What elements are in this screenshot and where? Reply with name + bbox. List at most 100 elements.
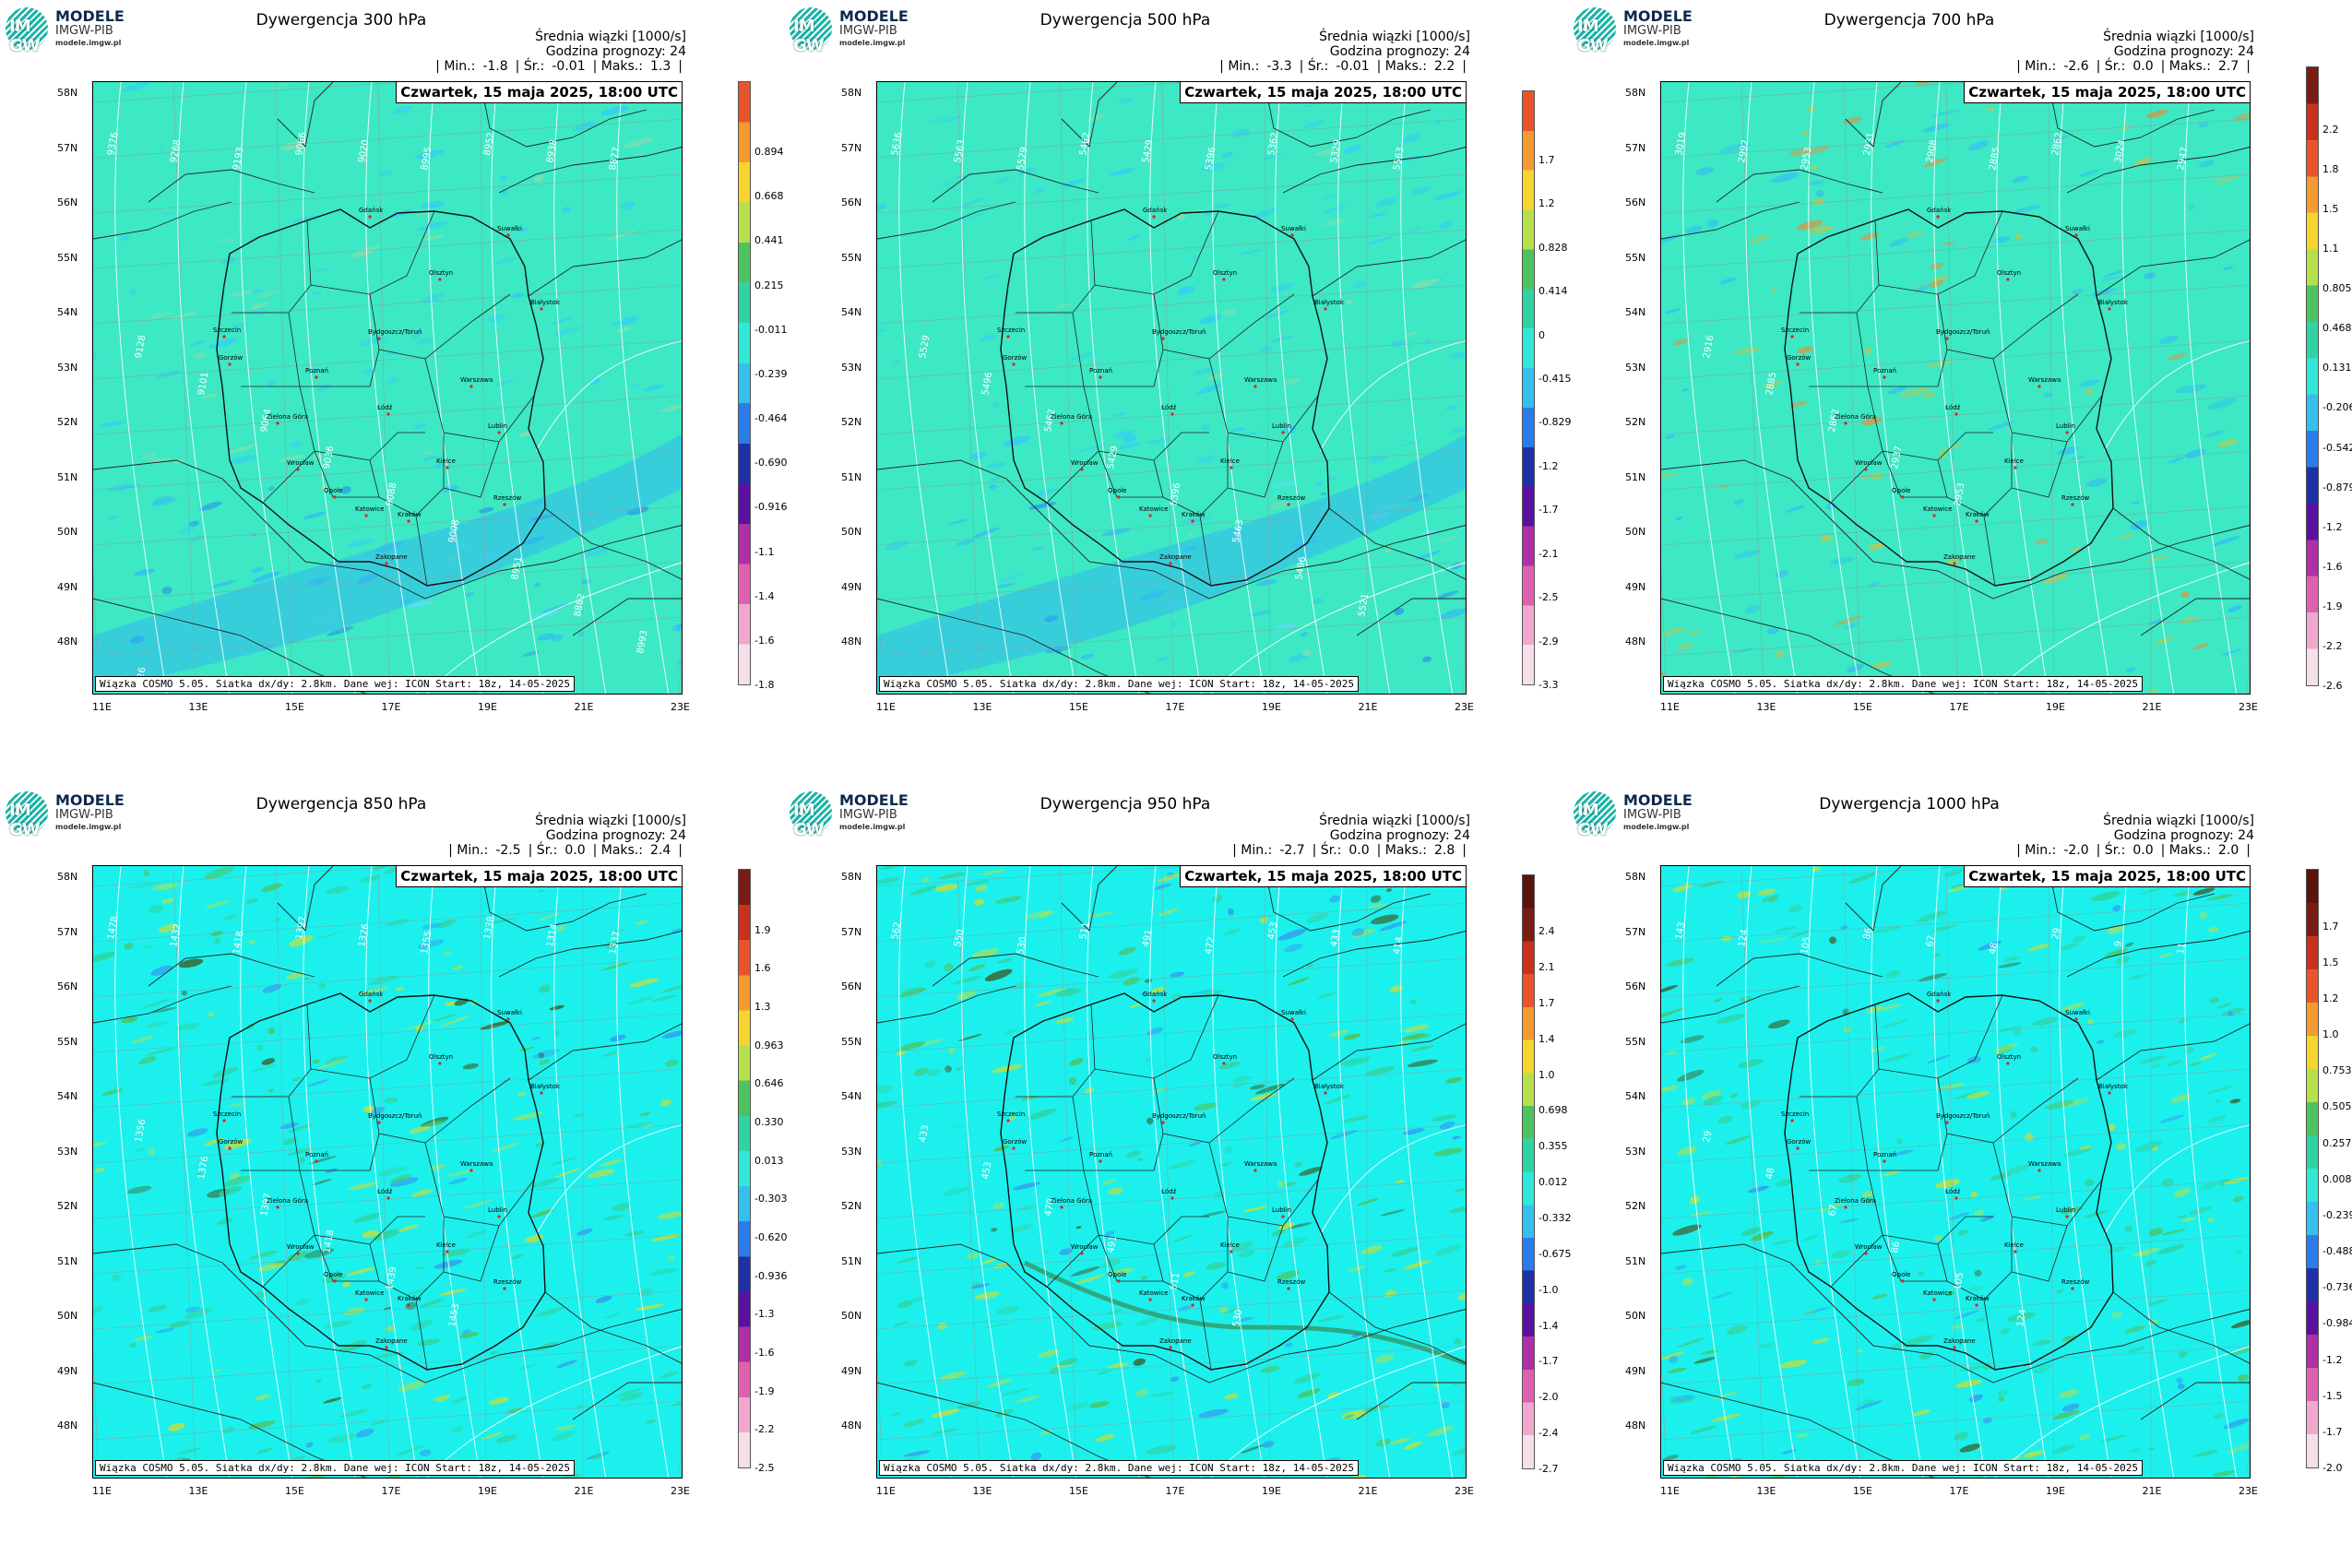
divergence-cell [143, 452, 158, 461]
divergence-cell [1224, 1308, 1241, 1314]
divergence-cell [2073, 935, 2086, 943]
divergence-cell [2234, 112, 2250, 122]
units-label: Średnia wiązki [1000/s] [535, 814, 686, 828]
divergence-cell [488, 1396, 509, 1405]
divergence-cell [159, 145, 166, 148]
city-label: Olsztyn [1213, 1053, 1238, 1061]
longitude-tick-label: 17E [381, 1485, 401, 1497]
city-label: Warszawa [1244, 376, 1277, 384]
contour-line [616, 82, 670, 694]
divergence-cell [1970, 1191, 1978, 1198]
divergence-cell [1974, 1209, 1985, 1217]
city-label: Kraków [398, 1295, 422, 1302]
colorbar-tick-label: 1.3 [754, 1001, 771, 1013]
divergence-cell [178, 958, 204, 968]
divergence-cell [1214, 1191, 1225, 1198]
stat-max: 2.8 [1434, 843, 1455, 858]
divergence-cell [1001, 1387, 1030, 1396]
voivodeship-border [1937, 293, 2079, 360]
divergence-cell [303, 511, 327, 519]
divergence-cell [1141, 1276, 1148, 1280]
city-dot [276, 1206, 279, 1209]
divergence-cell [194, 352, 207, 359]
divergence-cell [1454, 1337, 1463, 1345]
logo-url: modele.imgw.pl [839, 39, 906, 47]
divergence-cell [2159, 953, 2172, 957]
border-line [93, 459, 682, 600]
divergence-cell [1667, 1050, 1679, 1055]
model-info-footer: Wiązka COSMO 5.05. Siatka dx/dy: 2.8km. … [95, 1460, 575, 1476]
divergence-map: 3019 2992 2953 2931 2908 2885 2862 3024 2947 2916… [1660, 81, 2251, 695]
logo-url: modele.imgw.pl [55, 823, 122, 831]
divergence-cell [1711, 1291, 1733, 1300]
divergence-cell [980, 869, 1007, 876]
border-line [1661, 459, 2250, 600]
divergence-field [1661, 82, 2250, 694]
city-label: Zakopane [375, 1337, 408, 1345]
border-line [93, 1243, 682, 1384]
divergence-cell [1071, 1265, 1100, 1277]
divergence-cell [1872, 926, 1902, 933]
stat-max-label: | Maks.: [2160, 843, 2212, 858]
divergence-cell [1321, 204, 1348, 215]
voivodeship-border [1094, 210, 1219, 295]
divergence-cell [230, 323, 247, 329]
divergence-cell [1268, 336, 1295, 343]
divergence-cell [1848, 873, 1876, 884]
divergence-cell [2085, 478, 2108, 488]
city-label: Olsztyn [429, 269, 454, 277]
divergence-cell [1149, 1391, 1175, 1397]
divergence-cell [2051, 135, 2069, 142]
city-label: Szczecin [1781, 1111, 1810, 1118]
divergence-cell [1240, 249, 1262, 255]
divergence-cell [2176, 384, 2207, 394]
divergence-cell [1829, 936, 1837, 944]
divergence-cell [1667, 1367, 1687, 1373]
divergence-cell [1259, 345, 1273, 354]
divergence-cell [1001, 898, 1015, 904]
divergence-cell [955, 1066, 962, 1071]
longitude-line [1843, 82, 1861, 694]
divergence-cell [312, 1179, 332, 1185]
longitude-line [1843, 866, 1861, 1478]
poland-outline [1784, 992, 2114, 1371]
logo-mark-text: IM GW [793, 17, 825, 55]
voivodeship-border [1830, 1234, 1883, 1288]
divergence-cell [1677, 1069, 1705, 1082]
colorbar-tick-label: 1.6 [754, 962, 771, 975]
latitude-line [93, 902, 682, 943]
divergence-cell [1027, 1108, 1057, 1120]
contour-line [1682, 82, 1736, 694]
contour-line [1275, 82, 1328, 694]
divergence-cell [2222, 266, 2234, 270]
voivodeship-border [262, 1234, 315, 1288]
contour-line [1087, 82, 1140, 694]
divergence-cell [1882, 1170, 1901, 1177]
city-label: Łódź [377, 404, 393, 411]
contour-line [240, 866, 293, 1478]
voivodeship-border [1208, 1142, 1319, 1227]
contour-line [303, 82, 356, 694]
contour-line [240, 82, 293, 694]
latitude-tick-label: 49N [841, 1364, 862, 1377]
latitude-tick-label: 57N [1625, 141, 1646, 154]
border-line [480, 82, 647, 148]
divergence-cell [148, 1147, 155, 1156]
contour-line [1994, 1346, 2250, 1478]
longitude-tick-label: 19E [2046, 701, 2065, 713]
divergence-cell [363, 368, 375, 375]
divergence-cell [913, 1067, 930, 1076]
city-dot [445, 466, 449, 469]
latitude-tick-label: 51N [841, 470, 862, 483]
divergence-cell [1305, 912, 1329, 923]
contour-value-label: 143 [1674, 921, 1687, 941]
divergence-cell [93, 1142, 107, 1147]
city-label: Lublin [2056, 1206, 2075, 1214]
divergence-cell [1949, 1211, 1970, 1220]
divergence-cell [2015, 232, 2023, 240]
divergence-cell [1689, 1425, 1716, 1434]
divergence-cell [1249, 611, 1272, 617]
divergence-cell [129, 288, 137, 295]
divergence-cell [2213, 174, 2240, 184]
forecast-hour-label: Godzina prognozy: 24 [2113, 828, 2254, 843]
